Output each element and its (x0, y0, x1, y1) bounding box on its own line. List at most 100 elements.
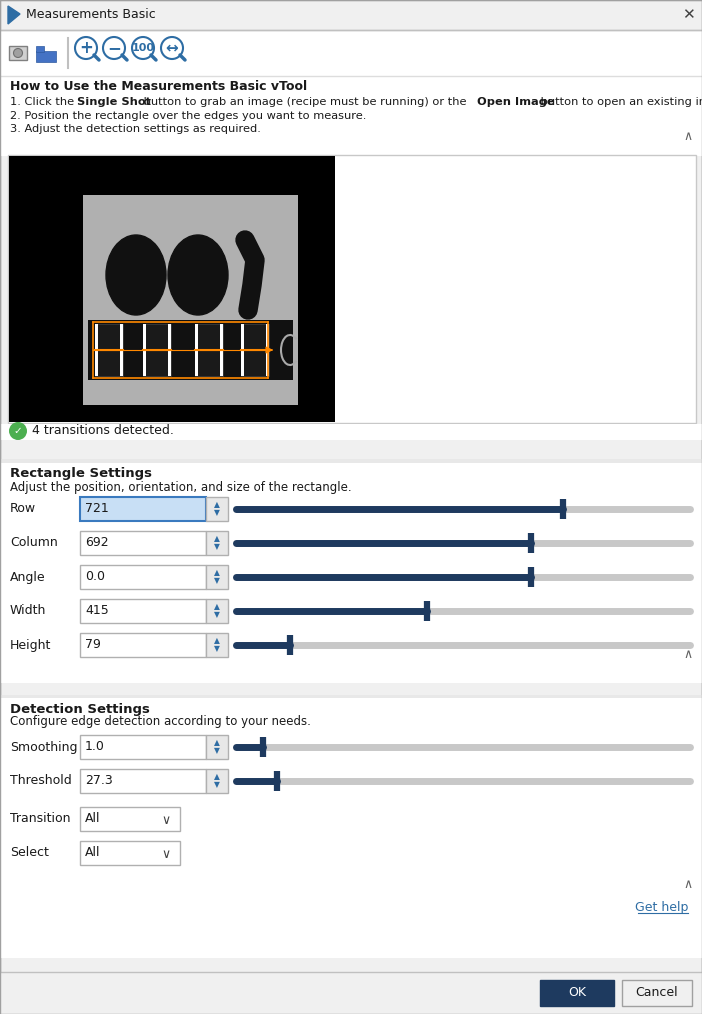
Text: ▼: ▼ (214, 542, 220, 552)
Bar (195, 324, 198, 376)
Bar (206, 531, 228, 555)
Text: Single Shot: Single Shot (77, 97, 151, 107)
Text: 27.3: 27.3 (85, 775, 113, 788)
Text: Get help: Get help (635, 900, 688, 914)
Bar (8, 155, 696, 423)
Text: Rectangle Settings: Rectangle Settings (10, 467, 152, 481)
Text: 0.0: 0.0 (85, 571, 105, 583)
Text: ▲: ▲ (214, 569, 220, 578)
Bar (80, 769, 206, 793)
Text: 415: 415 (85, 604, 109, 618)
Ellipse shape (106, 235, 166, 315)
Text: button to open an existing image.: button to open an existing image. (537, 97, 702, 107)
Text: 721: 721 (85, 503, 109, 515)
Text: 1.0: 1.0 (85, 740, 105, 753)
Text: OK: OK (568, 987, 586, 1000)
Bar (0, 424, 702, 440)
Bar (0, 0, 702, 30)
Text: 3. Adjust the detection settings as required.: 3. Adjust the detection settings as requ… (10, 124, 261, 134)
Text: 4 transitions detected.: 4 transitions detected. (32, 425, 174, 437)
Bar (206, 735, 228, 759)
Text: Detection Settings: Detection Settings (10, 703, 150, 716)
Bar (80, 807, 180, 831)
Text: Angle: Angle (10, 571, 46, 583)
Bar (80, 633, 206, 657)
Bar (120, 324, 123, 376)
Text: All: All (85, 847, 100, 860)
Bar (95, 324, 98, 376)
Text: ▼: ▼ (214, 645, 220, 653)
Text: ∧: ∧ (684, 649, 693, 661)
Bar (83, 195, 298, 405)
Text: ▼: ▼ (214, 577, 220, 585)
Text: ▲: ▲ (214, 773, 220, 782)
Text: 100: 100 (131, 43, 154, 53)
Bar (0, 695, 702, 698)
Text: Column: Column (10, 536, 58, 550)
Text: Select: Select (10, 847, 49, 860)
Text: ▼: ▼ (214, 610, 220, 620)
Bar (0, 463, 702, 683)
Text: All: All (85, 812, 100, 825)
Bar (9, 46, 27, 60)
Bar (0, 698, 702, 958)
Bar (220, 324, 223, 376)
Bar (88, 320, 293, 380)
Bar (241, 324, 269, 376)
Text: Open Image: Open Image (477, 97, 555, 107)
Bar (195, 324, 223, 376)
Bar (36, 51, 56, 62)
Text: ✓: ✓ (13, 426, 22, 436)
Bar (80, 565, 206, 589)
Bar (266, 324, 269, 376)
Text: Configure edge detection according to your needs.: Configure edge detection according to yo… (10, 716, 311, 728)
Bar (0, 972, 702, 1014)
Text: 79: 79 (85, 639, 101, 652)
Text: button to grab an image (recipe must be running) or the: button to grab an image (recipe must be … (140, 97, 470, 107)
Polygon shape (8, 6, 20, 24)
Text: 1. Click the: 1. Click the (10, 97, 78, 107)
Text: ▼: ▼ (214, 508, 220, 517)
Circle shape (9, 422, 27, 440)
Text: 2. Position the rectangle over the edges you want to measure.: 2. Position the rectangle over the edges… (10, 111, 366, 121)
Circle shape (161, 37, 183, 59)
Text: −: − (107, 39, 121, 57)
Bar (143, 324, 146, 376)
Text: Width: Width (10, 604, 46, 618)
Bar (80, 599, 206, 623)
Circle shape (103, 37, 125, 59)
Text: ▲: ▲ (214, 501, 220, 509)
Text: ∧: ∧ (684, 130, 693, 143)
Bar (143, 324, 171, 376)
Text: ▲: ▲ (214, 738, 220, 747)
Bar (0, 76, 702, 156)
Bar (80, 497, 206, 521)
Bar (80, 735, 206, 759)
Text: Measurements Basic: Measurements Basic (26, 8, 156, 21)
Bar (206, 599, 228, 623)
Text: ▲: ▲ (214, 602, 220, 611)
Bar (622, 980, 692, 1006)
Bar (0, 30, 702, 76)
Text: Height: Height (10, 639, 51, 652)
Text: How to Use the Measurements Basic vTool: How to Use the Measurements Basic vTool (10, 80, 307, 93)
Text: ▼: ▼ (214, 781, 220, 790)
Text: 692: 692 (85, 536, 109, 550)
Bar (206, 633, 228, 657)
Text: ∨: ∨ (161, 848, 171, 861)
Circle shape (75, 37, 97, 59)
Text: ▲: ▲ (214, 534, 220, 544)
Text: ▼: ▼ (214, 746, 220, 755)
Text: Cancel: Cancel (636, 987, 678, 1000)
Bar (540, 980, 614, 1006)
Text: Smoothing: Smoothing (10, 740, 77, 753)
Ellipse shape (168, 235, 228, 315)
Bar (80, 841, 180, 865)
Bar (36, 46, 44, 52)
Text: ∨: ∨ (161, 813, 171, 826)
Text: ▲: ▲ (214, 637, 220, 646)
Bar (241, 324, 244, 376)
Text: ↔: ↔ (166, 41, 178, 56)
Bar (80, 531, 206, 555)
Bar (95, 324, 123, 376)
